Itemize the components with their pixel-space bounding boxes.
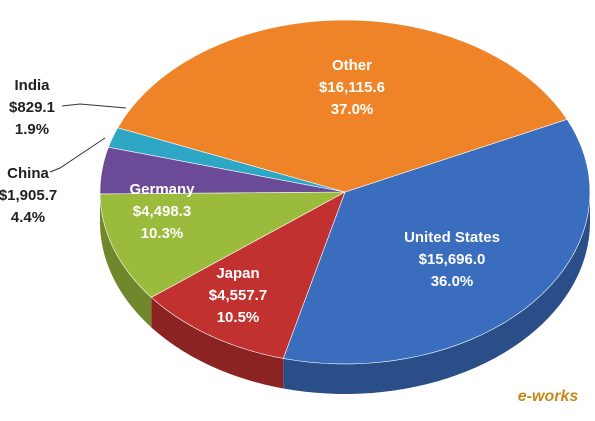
slice xyxy=(150,191,346,359)
share-label: 36.0% xyxy=(431,273,474,290)
slice xyxy=(99,146,346,195)
slice xyxy=(117,19,568,193)
slice xyxy=(99,191,346,298)
value-label: $16,115.6 xyxy=(319,79,385,96)
slice-name: United States xyxy=(404,229,500,246)
slice xyxy=(282,118,591,365)
watermark: e-works xyxy=(518,388,579,405)
slice-name: India xyxy=(14,77,50,94)
share-label: 37.0% xyxy=(331,101,374,118)
value-label: $829.1 xyxy=(9,99,55,116)
value-label: $4,498.3 xyxy=(133,203,191,220)
slice-name: Germany xyxy=(129,181,195,198)
leader-line xyxy=(49,137,106,173)
slice-side xyxy=(283,192,590,394)
share-label: 10.5% xyxy=(217,309,260,326)
slice-name: Japan xyxy=(216,265,259,282)
slice xyxy=(108,127,346,193)
leader-line xyxy=(61,103,127,109)
value-label: $4,557.7 xyxy=(209,287,267,304)
share-label: 4.4% xyxy=(11,209,45,226)
slice-side xyxy=(151,297,284,389)
slice-name: China xyxy=(7,165,49,182)
slice-side xyxy=(100,193,152,328)
share-label: 10.3% xyxy=(141,225,184,242)
slice-name: Other xyxy=(332,57,372,74)
share-label: 1.9% xyxy=(15,121,49,138)
value-label: $1,905.7 xyxy=(0,187,57,204)
value-label: $15,696.0 xyxy=(419,251,486,268)
